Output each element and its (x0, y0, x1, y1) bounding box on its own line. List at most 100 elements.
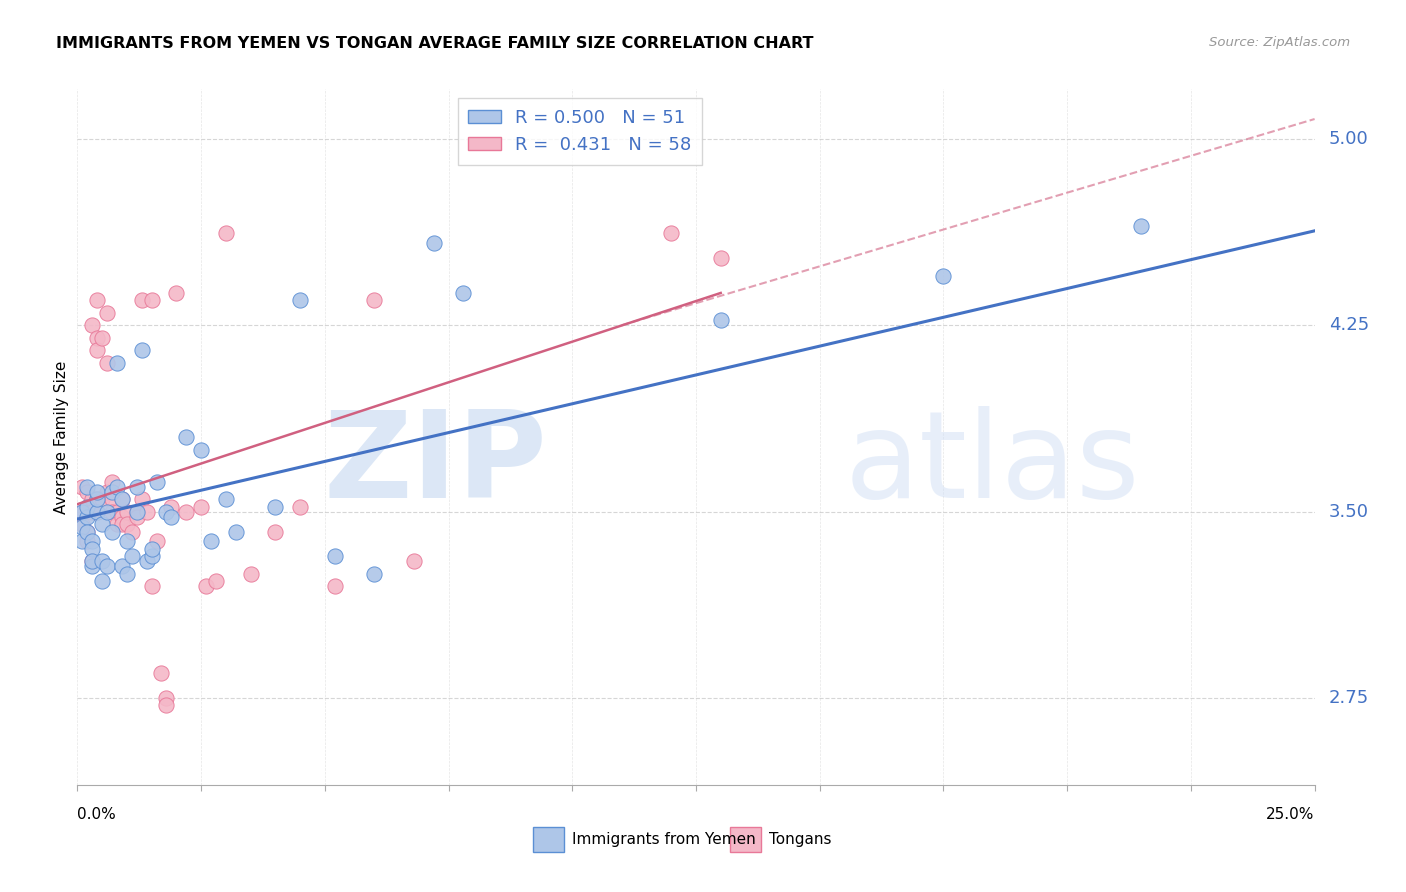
Point (125, 505, 148, 519)
Point (111, 492, 134, 507)
Point (165, 285, 187, 300)
Point (72, 505, 94, 519)
Point (125, 480, 148, 494)
Point (1130, 219, 1153, 233)
Point (91, 574, 114, 589)
Point (115, 534, 138, 549)
Point (82, 534, 104, 549)
Text: 2.75: 2.75 (1329, 689, 1369, 707)
Point (155, 698, 177, 713)
Point (105, 505, 128, 519)
Point (125, 509, 148, 524)
Point (155, 505, 177, 519)
Text: Tongans: Tongans (769, 832, 831, 847)
Point (91, 516, 114, 531)
Point (86, 484, 108, 499)
Point (82, 559, 104, 574)
Point (76, 509, 98, 524)
Point (215, 227, 238, 241)
Point (72, 505, 94, 519)
Point (150, 666, 173, 681)
Point (131, 492, 153, 507)
Point (115, 566, 138, 581)
Point (111, 516, 134, 531)
Point (82, 318, 104, 333)
Point (111, 559, 134, 574)
Point (160, 500, 183, 514)
Point (190, 442, 212, 457)
Point (288, 293, 311, 308)
Point (131, 343, 153, 357)
Point (121, 549, 143, 564)
Point (76, 500, 98, 514)
Point (105, 516, 128, 531)
Point (82, 505, 104, 519)
Point (131, 293, 153, 308)
Point (86, 492, 108, 507)
Point (141, 579, 163, 593)
Point (659, 227, 682, 241)
Text: 4.25: 4.25 (1329, 317, 1369, 334)
Text: ZIP: ZIP (323, 407, 547, 524)
Point (141, 549, 163, 564)
Point (76, 484, 98, 499)
Point (86, 492, 108, 507)
Point (145, 475, 167, 489)
Point (264, 500, 287, 514)
Text: atlas: atlas (845, 407, 1140, 524)
Point (101, 484, 124, 499)
Point (288, 500, 311, 514)
Point (86, 505, 108, 519)
Point (101, 475, 124, 489)
Point (105, 355, 128, 369)
Point (96, 484, 118, 499)
Point (141, 541, 163, 556)
Point (932, 268, 955, 283)
Point (86, 293, 108, 308)
Point (402, 554, 425, 568)
Point (239, 566, 262, 581)
Point (135, 554, 157, 568)
Point (96, 355, 118, 369)
Point (76, 500, 98, 514)
Text: IMMIGRANTS FROM YEMEN VS TONGAN AVERAGE FAMILY SIZE CORRELATION CHART: IMMIGRANTS FROM YEMEN VS TONGAN AVERAGE … (56, 36, 814, 51)
Point (105, 480, 128, 494)
Point (76, 524, 98, 539)
Point (96, 306, 118, 320)
Point (72, 516, 94, 531)
Point (205, 574, 228, 589)
Text: Source: ZipAtlas.com: Source: ZipAtlas.com (1209, 36, 1350, 49)
Point (145, 534, 167, 549)
Point (82, 554, 104, 568)
Point (76, 480, 98, 494)
Point (82, 492, 104, 507)
Point (76, 524, 98, 539)
Point (453, 285, 475, 300)
Legend: R = 0.500   N = 51, R =  0.431   N = 58: R = 0.500 N = 51, R = 0.431 N = 58 (457, 98, 703, 165)
Point (363, 293, 385, 308)
Point (115, 516, 138, 531)
Point (155, 690, 177, 705)
Point (190, 500, 212, 514)
Point (96, 559, 118, 574)
Point (82, 554, 104, 568)
Point (91, 331, 114, 345)
Point (710, 251, 733, 265)
Text: 5.00: 5.00 (1329, 130, 1368, 148)
Point (363, 566, 385, 581)
Point (121, 524, 143, 539)
Point (323, 549, 346, 564)
Text: 25.0%: 25.0% (1267, 807, 1315, 822)
Point (86, 505, 108, 519)
Point (101, 505, 124, 519)
Point (135, 505, 157, 519)
Point (215, 492, 238, 507)
Point (125, 505, 148, 519)
Point (86, 331, 108, 345)
Point (195, 579, 218, 593)
Point (141, 293, 163, 308)
Point (91, 492, 114, 507)
Y-axis label: Average Family Size: Average Family Size (53, 360, 69, 514)
Point (72, 534, 94, 549)
Point (72, 519, 94, 533)
